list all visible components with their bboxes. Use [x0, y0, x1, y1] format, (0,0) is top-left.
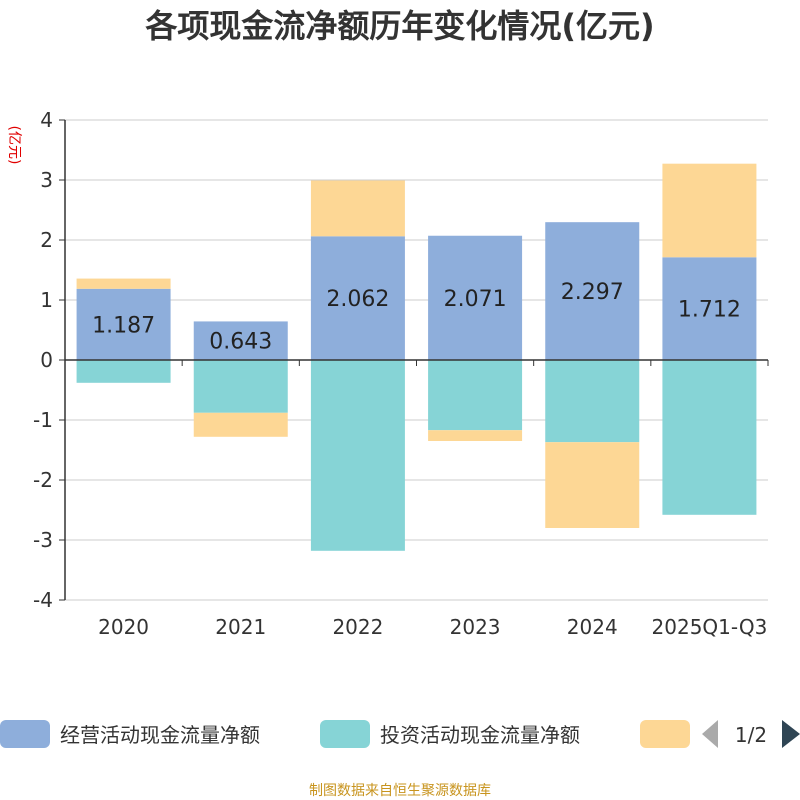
y-tick-label: 1: [40, 288, 53, 312]
bars-group: [76, 163, 757, 551]
bar-series-2-2021: [193, 412, 288, 437]
x-tick-label: 2021: [215, 615, 266, 639]
source-note: 制图数据来自恒生聚源数据库: [309, 783, 491, 799]
bar-series-2-2022: [310, 180, 405, 237]
bar-series-1-2022: [310, 360, 405, 551]
legend-swatch-1[interactable]: [320, 720, 370, 748]
bar-series-1-2025Q1-Q3: [662, 360, 757, 515]
bar-series-1-2021: [193, 360, 288, 413]
legend-next-page-icon[interactable]: [782, 720, 800, 748]
data-label: 2.297: [561, 280, 624, 305]
data-label: 2.062: [326, 287, 389, 312]
x-tick-label: 2022: [332, 615, 383, 639]
legend-swatch-0[interactable]: [0, 720, 50, 748]
legend-label-1[interactable]: 投资活动现金流量净额: [380, 723, 580, 747]
bar-series-2-2024: [545, 442, 640, 528]
data-label: 1.187: [92, 313, 155, 338]
y-tick-label: -3: [33, 528, 53, 552]
x-tick-label: 2025Q1-Q3: [652, 615, 768, 639]
y-tick-label: -1: [33, 408, 53, 432]
y-tick-label: 0: [40, 348, 53, 372]
data-label: 0.643: [209, 330, 272, 355]
bar-series-0-2025Q1-Q3: [662, 257, 757, 360]
bar-series-0-2024: [545, 222, 640, 360]
y-tick-label: -4: [33, 588, 53, 612]
legend: 经营活动现金流量净额 投资活动现金流量净额 1/2: [0, 720, 800, 748]
x-tick-label: 2023: [450, 615, 501, 639]
data-label: 2.071: [444, 287, 507, 312]
bar-series-0-2020: [76, 288, 171, 360]
bar-series-2-2023: [428, 430, 523, 441]
legend-prev-page-icon[interactable]: [702, 720, 718, 748]
y-tick-label: -2: [33, 468, 53, 492]
grid-lines: [65, 119, 768, 601]
bar-series-2-2020: [76, 278, 171, 289]
bar-series-1-2024: [545, 360, 640, 443]
legend-page-indicator: 1/2: [735, 723, 767, 747]
chart-title: 各项现金流净额历年变化情况(亿元): [145, 7, 654, 45]
y-tick-label: 2: [40, 228, 53, 252]
data-labels: 1.187 0.643 2.062 2.071 2.297 1.712: [92, 280, 741, 355]
bar-series-0-2023: [428, 235, 523, 360]
y-tick-label: 3: [40, 168, 53, 192]
bar-series-1-2020: [76, 360, 171, 383]
bar-series-1-2023: [428, 360, 523, 431]
y-tick-label: 4: [40, 108, 53, 132]
bar-series-0-2021: [193, 321, 288, 360]
x-tick-label: 2024: [567, 615, 618, 639]
bar-series-0-2022: [310, 236, 405, 360]
y-axis-unit-label: (亿元): [6, 126, 22, 165]
bar-series-2-2025Q1-Q3: [662, 163, 757, 258]
x-tick-label: 2020: [98, 615, 149, 639]
data-label: 1.712: [678, 298, 741, 323]
axes: 4 3 2 1 0 -1 -2 -3 -4 2020 2021 2022 2023 2024 2025Q1-…: [33, 108, 769, 639]
legend-swatch-2[interactable]: [640, 720, 690, 748]
legend-label-0[interactable]: 经营活动现金流量净额: [60, 723, 260, 747]
